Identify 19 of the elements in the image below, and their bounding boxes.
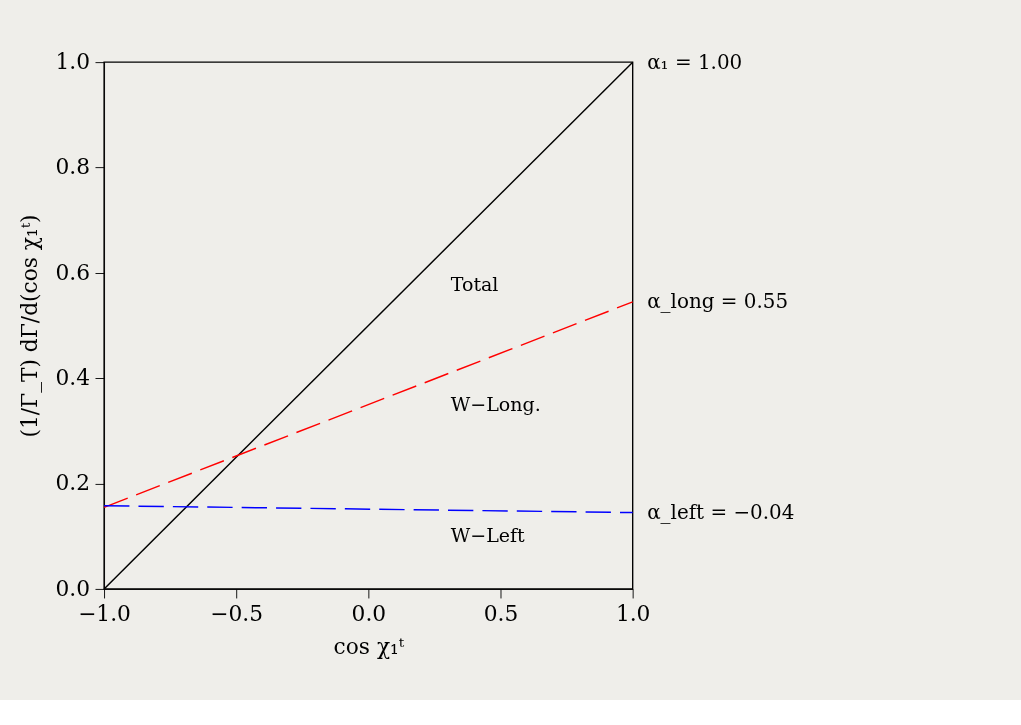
x-tick-label: 0.5 bbox=[483, 601, 519, 627]
y-tick-label: 1.0 bbox=[55, 48, 91, 74]
series-label: W−Left bbox=[450, 523, 526, 546]
series-label: W−Long. bbox=[450, 392, 541, 415]
x-axis-title: cos χ₁ᵗ bbox=[333, 633, 405, 659]
x-tick-label: 1.0 bbox=[615, 601, 651, 627]
x-tick-label: −1.0 bbox=[78, 601, 131, 627]
x-tick-label: −0.5 bbox=[210, 601, 264, 627]
y-axis-title: (1/Γ_T) dΓ/d(cos χ₁ᵗ) bbox=[16, 214, 42, 438]
y-tick-label: 0.8 bbox=[55, 154, 91, 180]
y-tick-label: 0.6 bbox=[55, 259, 91, 285]
y-tick-label: 0.2 bbox=[55, 470, 91, 496]
series-label: Total bbox=[450, 273, 499, 296]
text: α_left = −0.04 bbox=[647, 500, 795, 524]
x-tick-label: 0.0 bbox=[351, 601, 387, 627]
text: α₁ = 1.00 bbox=[647, 50, 743, 74]
y-tick-label: 0.0 bbox=[55, 575, 91, 601]
text: α_long = 0.55 bbox=[647, 290, 789, 314]
y-tick-label: 0.4 bbox=[55, 365, 91, 391]
